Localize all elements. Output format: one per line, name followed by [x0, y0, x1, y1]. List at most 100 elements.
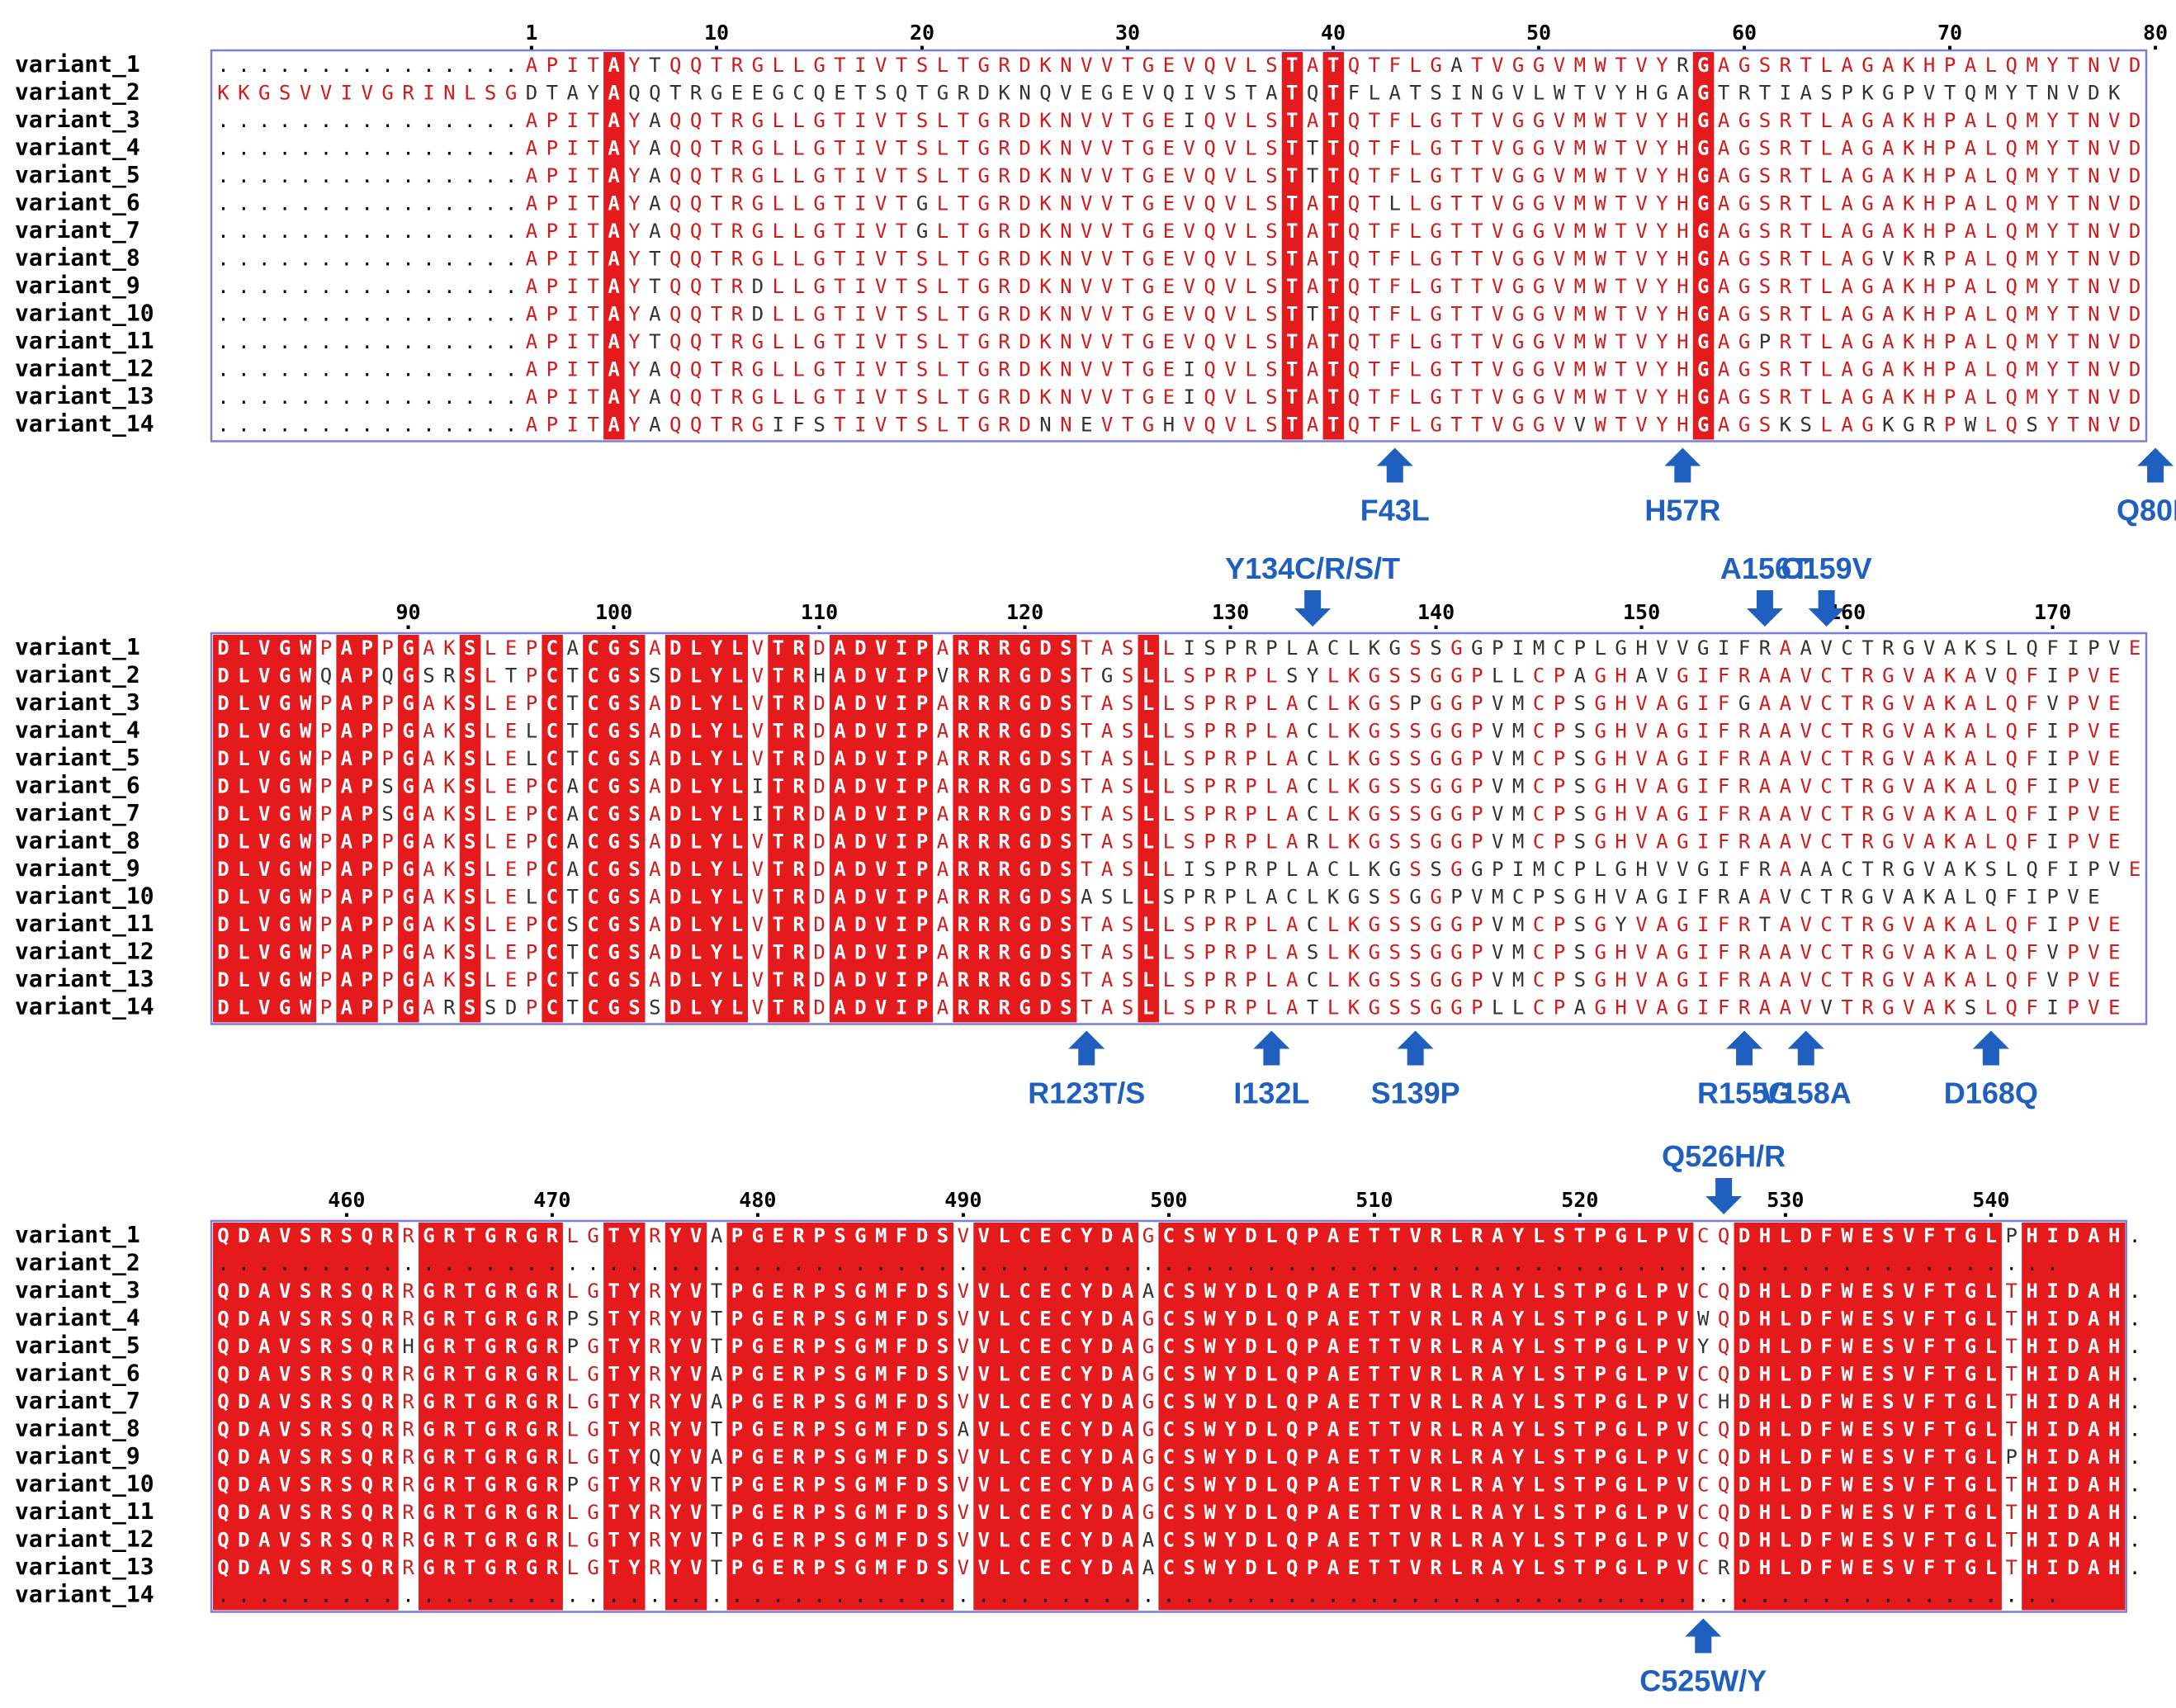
residue: V — [752, 665, 764, 688]
residue: V — [875, 913, 887, 936]
residue: G — [1882, 665, 1894, 688]
residue: A — [1081, 886, 1093, 909]
residue: . — [464, 54, 475, 77]
residue: . — [1677, 1584, 1688, 1607]
residue: Y — [1081, 1529, 1093, 1552]
conserved-column — [542, 635, 563, 1023]
residue: . — [258, 109, 270, 132]
residue: R — [958, 996, 970, 1020]
residue: . — [423, 330, 434, 353]
residue: A — [258, 1445, 271, 1469]
residue: L — [937, 330, 948, 353]
residue: G — [854, 1224, 866, 1247]
residue: A — [1718, 275, 1730, 298]
residue: S — [1759, 358, 1771, 381]
residue: A — [1718, 192, 1730, 215]
residue: P — [813, 1280, 825, 1303]
residue: T — [464, 1418, 475, 1441]
residue: S — [1060, 858, 1071, 881]
residue: I — [567, 248, 579, 271]
residue: T — [896, 248, 907, 271]
residue: R — [443, 996, 456, 1020]
residue: . — [834, 1252, 845, 1275]
residue: T — [1841, 996, 1852, 1020]
residue: R — [998, 720, 1010, 743]
residue: S — [937, 1474, 948, 1497]
residue: R — [792, 1363, 805, 1386]
residue: Q — [669, 164, 681, 187]
residue: T — [1081, 720, 1092, 743]
residue: V — [1903, 1390, 1914, 1413]
residue: G — [1677, 968, 1688, 991]
residue: E — [505, 692, 517, 715]
residue: P — [731, 1418, 743, 1441]
residue: L — [1369, 82, 1380, 105]
residue: P — [362, 747, 373, 770]
residue: . — [1923, 1584, 1935, 1607]
residue: . — [1204, 1252, 1215, 1275]
conserved-column — [2022, 1223, 2043, 1611]
residue: D — [1039, 913, 1051, 936]
residue: . — [1369, 1252, 1380, 1275]
residue: C — [1841, 858, 1852, 881]
residue: G — [1697, 220, 1709, 243]
residue: I — [854, 303, 866, 326]
residue: R — [546, 1501, 559, 1524]
residue: R — [546, 1529, 559, 1552]
residue: L — [1985, 802, 1997, 826]
residue: I — [1697, 830, 1709, 854]
residue: H — [2026, 1390, 2037, 1413]
residue: A — [526, 275, 538, 298]
residue: R — [505, 1445, 518, 1469]
residue: T — [567, 941, 579, 964]
residue: R — [1738, 720, 1751, 743]
residue: L — [238, 720, 249, 743]
residue: . — [464, 137, 475, 160]
residue: L — [1163, 747, 1175, 770]
residue: I — [896, 996, 907, 1020]
residue: S — [1882, 1280, 1894, 1303]
residue: L — [1595, 858, 1606, 881]
residue: . — [1101, 1584, 1113, 1607]
ruler-number: 110 — [801, 600, 838, 624]
residue: . — [1965, 1584, 1976, 1607]
residue: . — [258, 275, 270, 298]
residue: . — [402, 358, 414, 381]
residue: A — [526, 192, 538, 215]
residue: T — [1574, 1529, 1586, 1552]
residue: S — [1389, 968, 1401, 991]
residue: H — [2026, 1280, 2037, 1303]
residue: L — [1985, 941, 1997, 964]
residue: L — [1450, 1474, 1462, 1497]
residue: R — [402, 1529, 414, 1552]
up-arrow-icon — [1068, 1030, 1105, 1066]
variant-label: variant_5 — [15, 161, 140, 188]
residue: V — [978, 1418, 990, 1441]
residue: S — [916, 358, 928, 381]
residue: L — [937, 303, 948, 326]
residue: E — [1861, 1335, 1873, 1358]
residue: D — [813, 747, 825, 770]
residue: M — [875, 1529, 887, 1552]
residue: S — [1800, 414, 1812, 437]
residue: D — [1245, 1556, 1256, 1579]
residue: M — [1574, 275, 1586, 298]
residue: . — [958, 1252, 969, 1275]
conserved-column — [768, 1223, 789, 1611]
residue: R — [443, 665, 456, 688]
residue: G — [1019, 720, 1030, 743]
residue: M — [1512, 747, 1524, 770]
residue: A — [1286, 802, 1299, 826]
residue: Q — [1348, 386, 1360, 409]
residue: T — [2067, 275, 2079, 298]
residue: S — [1882, 1501, 1894, 1524]
residue: R — [1430, 1224, 1442, 1247]
residue: A — [1492, 1474, 1504, 1497]
residue: S — [1122, 858, 1133, 881]
residue: T — [1841, 941, 1852, 964]
residue: . — [238, 303, 249, 326]
residue: C — [1060, 1335, 1071, 1358]
residue: . — [1348, 1252, 1360, 1275]
